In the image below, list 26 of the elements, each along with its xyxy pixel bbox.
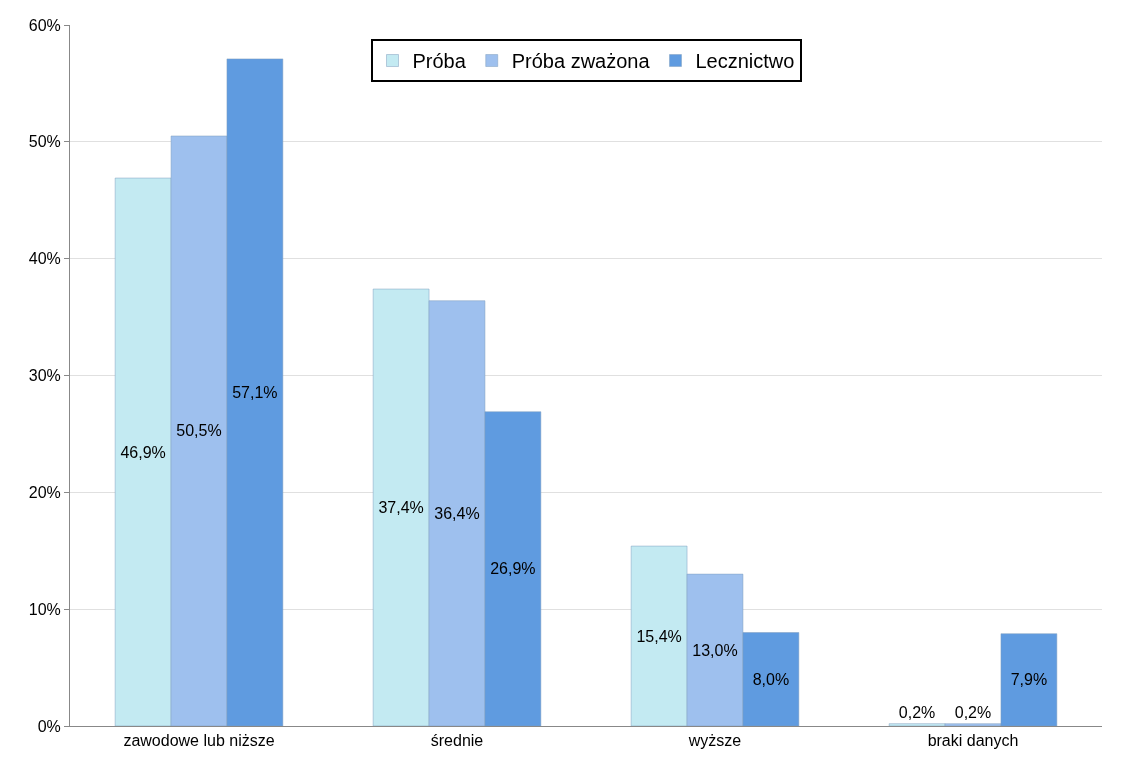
x-tick-label: braki danych: [927, 732, 1019, 750]
y-tick-label: 0%: [37, 717, 61, 735]
data-label: 37,4%: [378, 499, 424, 517]
data-label: 57,1%: [232, 383, 278, 401]
legend-label: Próba: [412, 50, 467, 73]
y-tick-label: 60%: [28, 16, 61, 34]
y-tick-label: 20%: [28, 483, 61, 501]
data-label: 0,2%: [898, 703, 936, 721]
data-label: 50,5%: [176, 422, 222, 440]
x-tick-label: średnie: [430, 732, 484, 750]
legend-label: Lecznictwo: [695, 50, 795, 73]
legend-label: Próba zważona: [511, 50, 651, 73]
data-label: 8,0%: [752, 670, 790, 688]
y-tick-label: 10%: [28, 600, 61, 618]
data-label: 36,4%: [434, 504, 480, 522]
data-label: 15,4%: [636, 627, 682, 645]
data-label: 26,9%: [490, 560, 536, 578]
data-label: 7,9%: [1010, 671, 1048, 689]
y-tick-label: 50%: [28, 133, 61, 151]
data-label: 13,0%: [692, 641, 738, 659]
data-label: 0,2%: [954, 703, 992, 721]
y-tick-label: 30%: [28, 367, 61, 385]
x-tick-label: wyższe: [687, 732, 742, 750]
data-label: 46,9%: [120, 443, 166, 461]
x-tick-label: zawodowe lub niższe: [123, 732, 275, 750]
y-tick-label: 40%: [28, 250, 61, 268]
